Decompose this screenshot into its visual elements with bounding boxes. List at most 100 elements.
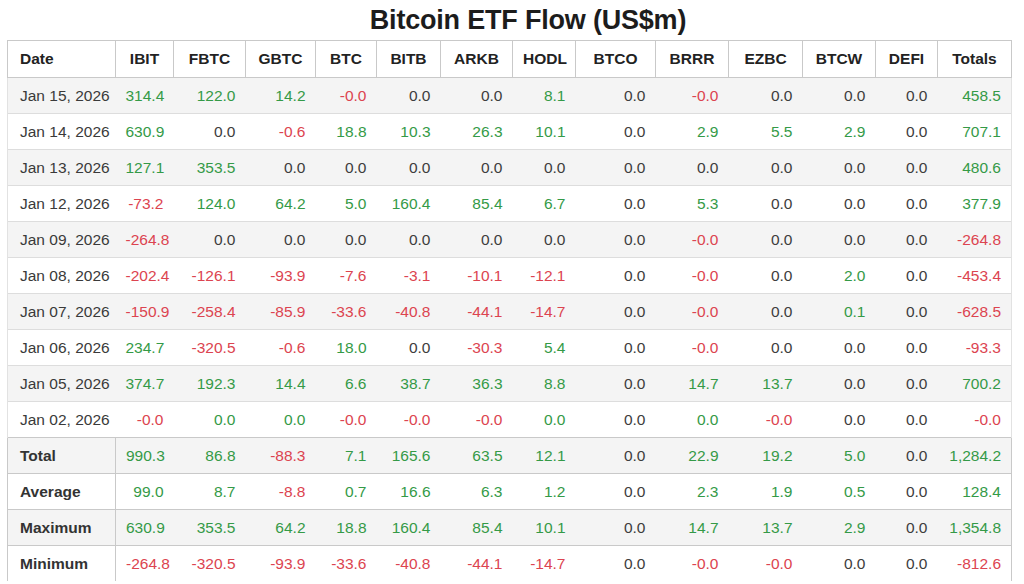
value-cell: 0.0 <box>576 546 656 582</box>
value-cell: 0.0 <box>876 294 938 330</box>
table-row: Jan 05, 2026374.7192.314.46.638.736.38.8… <box>8 366 1012 402</box>
value-cell: 0.0 <box>729 258 803 294</box>
value-cell: -93.9 <box>246 258 316 294</box>
value-cell: 5.5 <box>729 114 803 150</box>
value-cell: 0.0 <box>803 222 876 258</box>
value-cell: 2.9 <box>803 114 876 150</box>
value-cell: -0.0 <box>656 294 729 330</box>
value-cell: 0.0 <box>576 438 656 474</box>
value-cell: 63.5 <box>441 438 513 474</box>
value-cell: 0.0 <box>441 222 513 258</box>
header-row: DateIBITFBTCGBTCBTCBITBARKBHODLBTCOBRRRE… <box>8 41 1012 78</box>
value-cell: 0.0 <box>513 150 576 186</box>
value-cell: 160.4 <box>377 186 441 222</box>
value-cell: 0.0 <box>729 78 803 114</box>
table-row: Minimum-264.8-320.5-93.9-33.6-40.8-44.1-… <box>8 546 1012 582</box>
value-cell: -33.6 <box>316 294 377 330</box>
table-row: Jan 13, 2026127.1353.50.00.00.00.00.00.0… <box>8 150 1012 186</box>
date-cell: Jan 05, 2026 <box>8 366 116 402</box>
value-cell: 85.4 <box>441 510 513 546</box>
value-cell: -0.0 <box>316 402 377 438</box>
value-cell: 0.0 <box>729 294 803 330</box>
value-cell: 18.0 <box>316 330 377 366</box>
value-cell: -3.1 <box>377 258 441 294</box>
value-cell: 0.0 <box>576 294 656 330</box>
value-cell: 0.0 <box>377 222 441 258</box>
value-cell: 18.8 <box>316 114 377 150</box>
value-cell: 7.1 <box>316 438 377 474</box>
value-cell: 38.7 <box>377 366 441 402</box>
value-cell: 0.0 <box>576 78 656 114</box>
value-cell: 14.7 <box>656 510 729 546</box>
value-cell: -264.8 <box>116 222 174 258</box>
summary-label: Average <box>8 474 116 510</box>
column-header-hodl: HODL <box>513 41 576 78</box>
date-cell: Jan 08, 2026 <box>8 258 116 294</box>
date-cell: Jan 14, 2026 <box>8 114 116 150</box>
value-cell: 192.3 <box>174 366 246 402</box>
value-cell: 0.0 <box>576 366 656 402</box>
value-cell: 18.8 <box>316 510 377 546</box>
value-cell: 0.1 <box>803 294 876 330</box>
column-header-btco: BTCO <box>576 41 656 78</box>
value-cell: -93.9 <box>246 546 316 582</box>
value-cell: -150.9 <box>116 294 174 330</box>
value-cell: 1.9 <box>729 474 803 510</box>
value-cell: -0.0 <box>316 78 377 114</box>
date-cell: Jan 09, 2026 <box>8 222 116 258</box>
value-cell: -264.8 <box>116 546 174 582</box>
value-cell: -0.6 <box>246 114 316 150</box>
value-cell: 0.0 <box>246 222 316 258</box>
value-cell: 0.0 <box>803 402 876 438</box>
value-cell: -812.6 <box>938 546 1012 582</box>
value-cell: 122.0 <box>174 78 246 114</box>
value-cell: 165.6 <box>377 438 441 474</box>
summary-label: Maximum <box>8 510 116 546</box>
value-cell: 1,354.8 <box>938 510 1012 546</box>
value-cell: 5.0 <box>316 186 377 222</box>
value-cell: -88.3 <box>246 438 316 474</box>
value-cell: 0.0 <box>513 222 576 258</box>
table-row: Average99.08.7-8.80.716.66.31.20.02.31.9… <box>8 474 1012 510</box>
value-cell: 14.7 <box>656 366 729 402</box>
value-cell: 0.0 <box>876 366 938 402</box>
value-cell: -7.6 <box>316 258 377 294</box>
value-cell: 2.9 <box>803 510 876 546</box>
value-cell: -0.6 <box>246 330 316 366</box>
value-cell: -73.2 <box>116 186 174 222</box>
value-cell: 10.1 <box>513 510 576 546</box>
value-cell: 0.0 <box>377 78 441 114</box>
value-cell: 10.1 <box>513 114 576 150</box>
value-cell: 0.0 <box>876 150 938 186</box>
value-cell: 0.0 <box>513 402 576 438</box>
value-cell: -0.0 <box>729 546 803 582</box>
value-cell: -453.4 <box>938 258 1012 294</box>
value-cell: -14.7 <box>513 294 576 330</box>
value-cell: 6.7 <box>513 186 576 222</box>
value-cell: 124.0 <box>174 186 246 222</box>
value-cell: 0.0 <box>876 258 938 294</box>
column-header-defi: DEFI <box>876 41 938 78</box>
table-row: Jan 12, 2026-73.2124.064.25.0160.485.46.… <box>8 186 1012 222</box>
value-cell: -0.0 <box>656 78 729 114</box>
value-cell: 480.6 <box>938 150 1012 186</box>
value-cell: -320.5 <box>174 330 246 366</box>
value-cell: -44.1 <box>441 546 513 582</box>
value-cell: -0.0 <box>441 402 513 438</box>
value-cell: 377.9 <box>938 186 1012 222</box>
value-cell: 0.0 <box>876 438 938 474</box>
value-cell: 0.0 <box>876 78 938 114</box>
value-cell: 0.0 <box>876 474 938 510</box>
value-cell: -0.0 <box>729 402 803 438</box>
value-cell: 630.9 <box>116 510 174 546</box>
value-cell: 0.0 <box>876 330 938 366</box>
column-header-btcw: BTCW <box>803 41 876 78</box>
value-cell: 234.7 <box>116 330 174 366</box>
table-row: Maximum630.9353.564.218.8160.485.410.10.… <box>8 510 1012 546</box>
column-header-gbtc: GBTC <box>246 41 316 78</box>
value-cell: 6.6 <box>316 366 377 402</box>
value-cell: -0.0 <box>656 258 729 294</box>
value-cell: 16.6 <box>377 474 441 510</box>
value-cell: 314.4 <box>116 78 174 114</box>
value-cell: 26.3 <box>441 114 513 150</box>
